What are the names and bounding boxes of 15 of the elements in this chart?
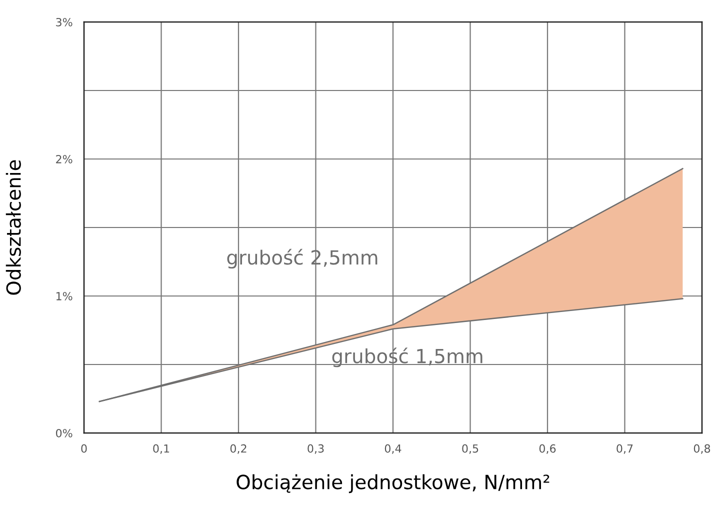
x-tick-label: 0 (81, 444, 87, 453)
x-tick-label: 0,4 (384, 444, 402, 454)
x-tick-label: 0,5 (462, 444, 478, 454)
y-axis-title: Odkształcenie (6, 160, 21, 295)
x-tick-label: 0,3 (308, 444, 324, 454)
x-tick-label: 0,8 (694, 444, 710, 454)
x-tick-label: 0,7 (616, 444, 633, 454)
x-tick-label: 0,6 (539, 444, 556, 454)
x-tick-label: 0,1 (153, 444, 170, 454)
y-tick-label: 2% (56, 154, 72, 164)
x-tick-label: 0,2 (230, 444, 246, 454)
y-tick-label: 3% (56, 18, 72, 26)
y-tick-label: 1% (56, 292, 72, 300)
y-tick-label: 0% (56, 428, 72, 438)
x-axis-title: Obciążenie jednostkowe, N/mm² (236, 474, 550, 494)
